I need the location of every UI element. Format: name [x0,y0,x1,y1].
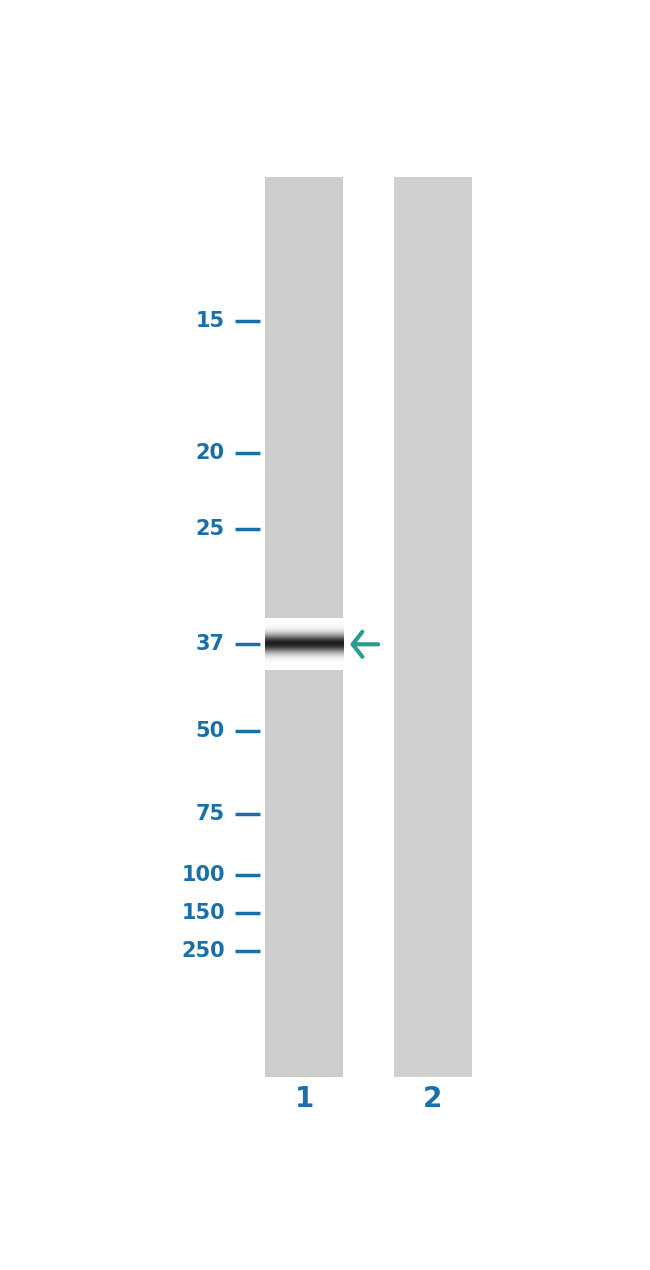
Text: 250: 250 [181,941,225,961]
Text: 100: 100 [181,865,225,885]
Text: 1: 1 [294,1085,314,1113]
Text: 2: 2 [423,1085,442,1113]
Bar [393,177,472,1077]
Text: 25: 25 [196,519,225,538]
Text: 150: 150 [181,903,225,923]
Text: 20: 20 [196,443,225,462]
Text: 50: 50 [196,721,225,742]
Bar [265,177,343,1077]
Text: 37: 37 [196,634,225,654]
Text: 15: 15 [196,311,225,330]
Text: 75: 75 [196,804,225,824]
